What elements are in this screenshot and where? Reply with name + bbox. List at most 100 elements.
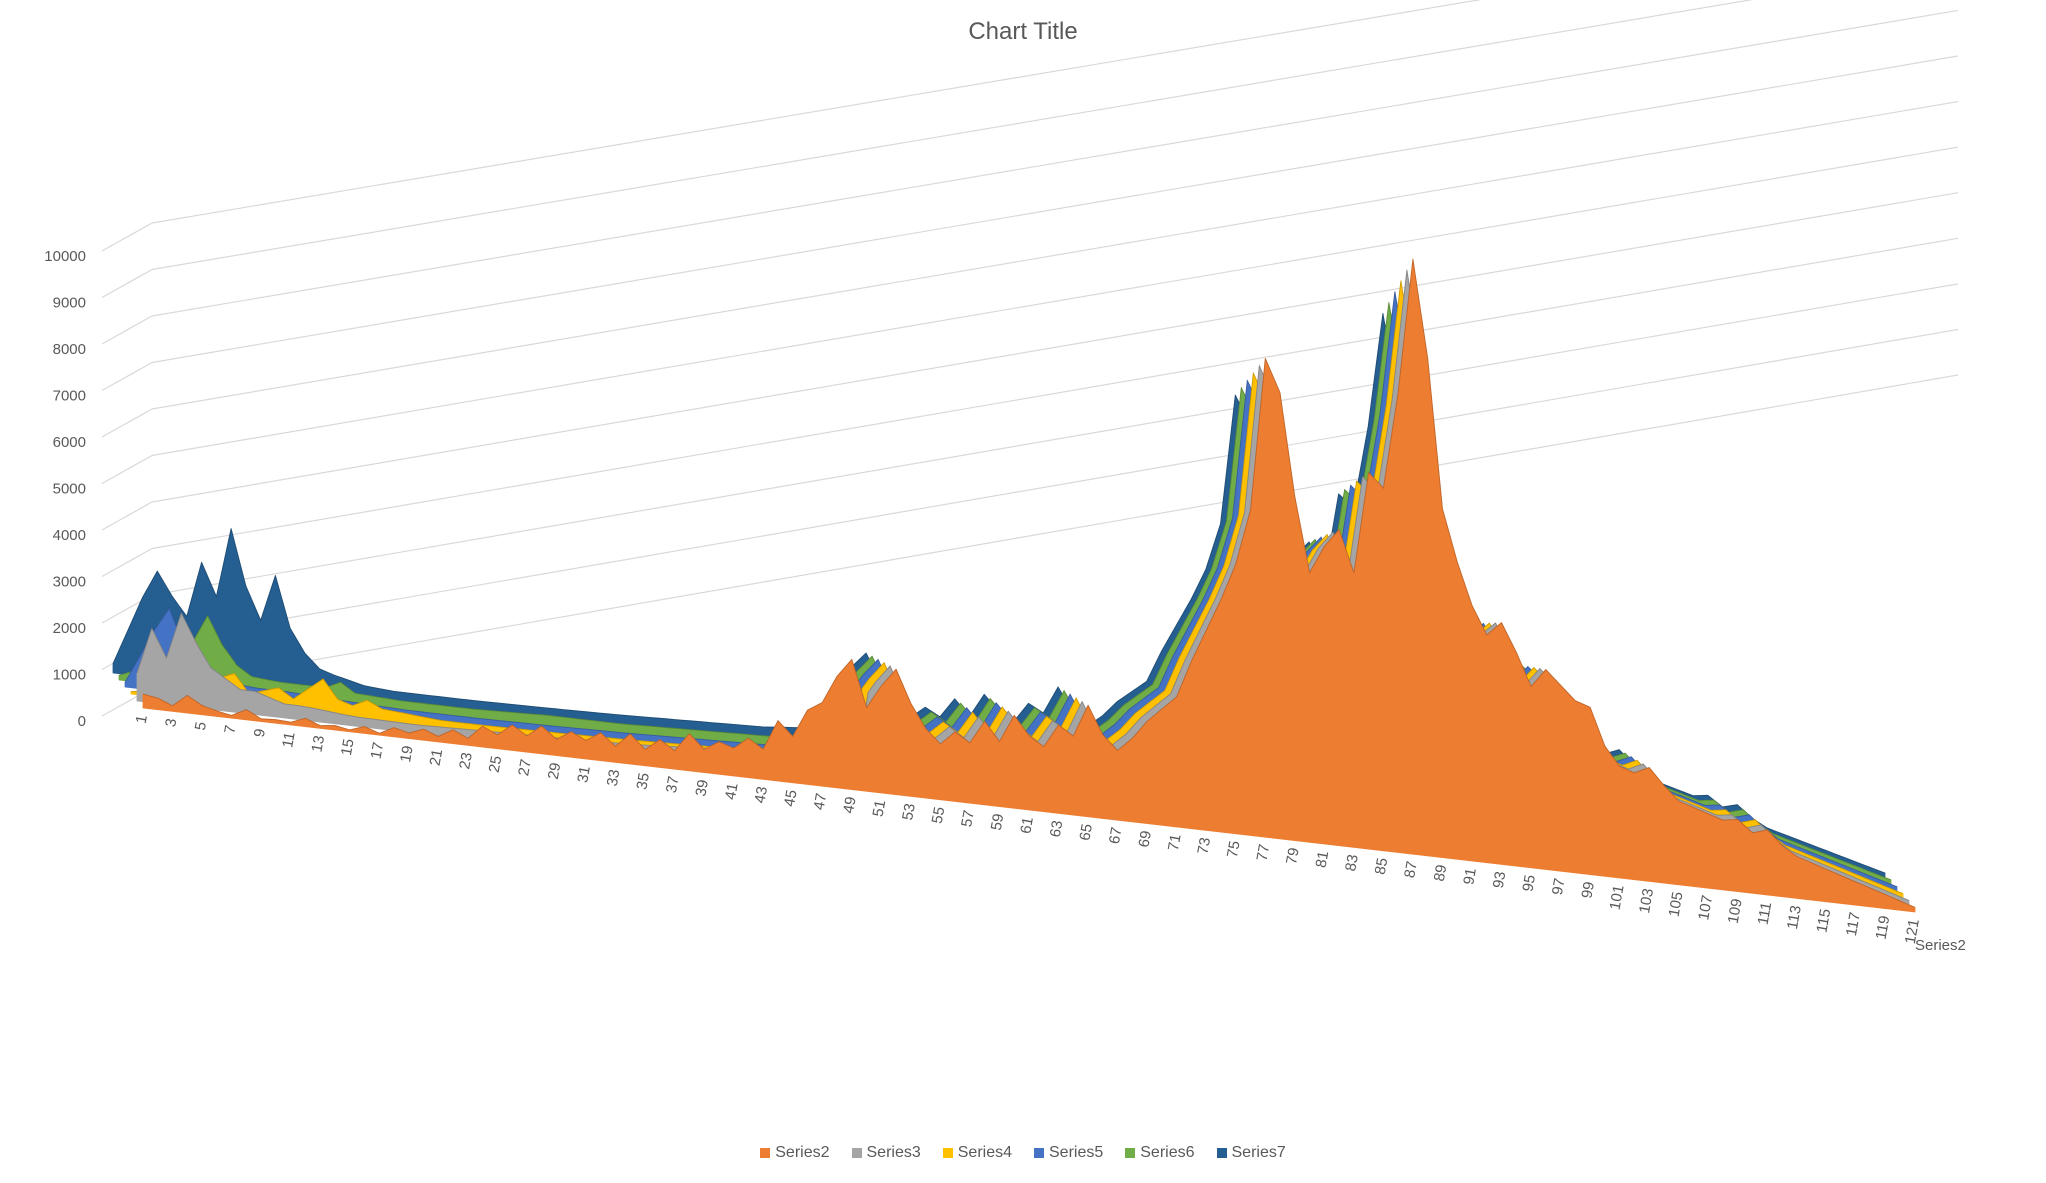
legend-swatch — [1125, 1148, 1136, 1158]
x-tick-label: 105 — [1666, 891, 1687, 919]
x-tick-label: 57 — [958, 809, 978, 828]
gridline — [151, 9, 1959, 317]
chart-title: Chart Title — [968, 18, 1078, 45]
x-tick-label: 29 — [545, 761, 565, 780]
x-tick-label: 77 — [1254, 843, 1274, 862]
gridline — [151, 328, 1959, 643]
gridline-side — [101, 454, 153, 485]
x-tick-label: 121 — [1902, 918, 1923, 946]
x-tick-label: 79 — [1283, 846, 1303, 865]
x-tick-label: 67 — [1106, 826, 1126, 845]
y-tick-label: 0 — [78, 713, 86, 730]
x-tick-label: 23 — [456, 751, 476, 770]
legend-swatch — [1216, 1148, 1227, 1158]
legend-item: Series2 — [760, 1144, 830, 1162]
gridline — [151, 237, 1959, 550]
y-tick-label: 8000 — [53, 341, 86, 358]
x-tick-label: 9 — [251, 727, 269, 738]
x-tick-label: 37 — [663, 775, 683, 794]
gridline — [151, 55, 1959, 364]
x-tick-label: 59 — [988, 812, 1008, 831]
x-tick-label: 97 — [1549, 877, 1569, 896]
x-tick-label: 65 — [1076, 823, 1096, 842]
depth-axis-label: Series2 — [1915, 937, 1966, 954]
gridline-side — [101, 315, 153, 345]
x-tick-label: 41 — [722, 782, 742, 801]
legend-label: Series5 — [1049, 1144, 1104, 1161]
x-tick-label: 51 — [870, 799, 890, 818]
x-tick-label: 85 — [1372, 857, 1392, 876]
gridline — [151, 146, 1959, 457]
x-tick-label: 11 — [279, 731, 298, 749]
gridline — [151, 374, 1959, 689]
x-tick-label: 35 — [633, 772, 653, 791]
x-tick-label: 95 — [1519, 874, 1539, 893]
legend-item: Series7 — [1216, 1144, 1286, 1162]
x-tick-label: 83 — [1342, 853, 1362, 872]
x-tick-label: 55 — [929, 806, 949, 825]
gridline — [151, 192, 1959, 503]
x-tick-label: 71 — [1165, 833, 1185, 852]
y-tick-label: 4000 — [53, 527, 86, 544]
y-tick-label: 1000 — [53, 667, 86, 684]
x-tick-label: 69 — [1135, 829, 1155, 848]
y-tick-label: 9000 — [53, 295, 86, 312]
x-tick-label: 1 — [133, 714, 151, 725]
x-tick-label: 63 — [1047, 819, 1067, 838]
legend-swatch — [760, 1148, 771, 1158]
y-tick-label: 2000 — [53, 620, 86, 637]
y-tick-label: 10000 — [44, 248, 86, 265]
x-tick-label: 39 — [692, 778, 712, 797]
y-tick-label: 6000 — [53, 434, 86, 451]
x-tick-label: 99 — [1578, 880, 1598, 899]
gridline — [151, 0, 1482, 224]
legend-swatch — [942, 1148, 953, 1158]
legend-swatch — [851, 1148, 862, 1158]
x-tick-label: 33 — [604, 768, 624, 787]
x-tick-label: 17 — [368, 741, 388, 760]
y-tick-label: 3000 — [53, 574, 86, 591]
x-tick-label: 119 — [1873, 914, 1894, 941]
gridline — [151, 0, 1754, 271]
legend: Series2 Series3 Series4 Series5 Series6 Serie… — [0, 1144, 2046, 1162]
legend-item: Series5 — [1034, 1144, 1103, 1162]
x-tick-label: 111 — [1755, 901, 1776, 926]
x-tick-label: 27 — [515, 758, 535, 777]
x-tick-label: 93 — [1490, 870, 1510, 889]
x-tick-label: 73 — [1194, 836, 1214, 855]
x-tick-label: 101 — [1607, 884, 1628, 912]
x-tick-label: 25 — [486, 755, 506, 774]
x-tick-label: 91 — [1460, 867, 1480, 886]
x-tick-label: 43 — [751, 785, 771, 804]
x-tick-label: 3 — [162, 717, 180, 728]
legend-item: Series3 — [851, 1144, 921, 1162]
series-edge-series2 — [142, 258, 1916, 908]
gridline-side — [101, 222, 153, 252]
x-tick-label: 109 — [1725, 897, 1746, 925]
gridline-side — [101, 408, 153, 438]
gridline — [151, 100, 1959, 410]
x-tick-label: 117 — [1843, 911, 1864, 938]
x-tick-label: 89 — [1431, 863, 1451, 882]
gridline-side — [101, 361, 153, 392]
x-tick-label: 113 — [1784, 904, 1805, 931]
legend-label: Series6 — [1140, 1144, 1195, 1161]
legend-item: Series6 — [1125, 1144, 1195, 1162]
gridline-side — [101, 547, 153, 578]
x-tick-label: 21 — [427, 748, 447, 767]
x-tick-label: 107 — [1695, 894, 1716, 922]
gridline — [151, 283, 1959, 596]
legend-label: Series2 — [775, 1144, 830, 1161]
y-tick-label: 5000 — [53, 481, 86, 498]
x-tick-label: 61 — [1017, 816, 1037, 835]
x-tick-label: 13 — [308, 734, 328, 753]
x-tick-label: 87 — [1401, 860, 1421, 879]
x-tick-label: 7 — [221, 724, 239, 735]
legend-label: Series3 — [866, 1144, 921, 1161]
legend-swatch — [1034, 1148, 1044, 1158]
x-tick-label: 19 — [397, 744, 417, 763]
x-tick-label: 31 — [574, 765, 594, 784]
x-tick-label: 103 — [1636, 887, 1657, 915]
x-tick-label: 15 — [338, 738, 358, 757]
